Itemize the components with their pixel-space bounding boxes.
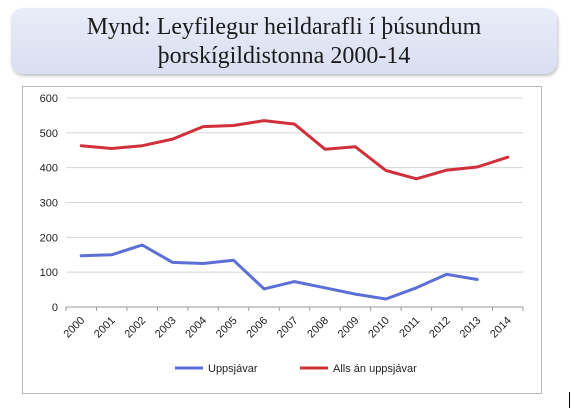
x-tick-label-2014: 2014 xyxy=(488,315,514,341)
y-tick-label-500: 500 xyxy=(40,128,58,140)
chart-frame: 0 100 200 300 400 500 600 2000 2001 2002 2003 2004 2… xyxy=(22,86,542,394)
x-tick-label-2013: 2013 xyxy=(458,315,484,341)
x-tick-label-2000: 2000 xyxy=(62,315,88,341)
x-tick-label-2010: 2010 xyxy=(366,315,392,341)
y-tick-label-100: 100 xyxy=(40,267,58,279)
x-tick-label-2003: 2003 xyxy=(153,315,179,341)
series-line-1 xyxy=(79,119,510,181)
x-tick-label-2007: 2007 xyxy=(275,315,301,341)
x-tick-label-2006: 2006 xyxy=(244,315,270,341)
x-tick-label-2001: 2001 xyxy=(92,315,118,341)
x-tick-label-2012: 2012 xyxy=(427,315,453,341)
x-tick-label-2008: 2008 xyxy=(305,315,331,341)
legend-label-1: Alls án uppsjávar xyxy=(333,363,417,375)
y-tick-label-400: 400 xyxy=(40,163,58,175)
x-tick-label-2005: 2005 xyxy=(214,315,240,341)
y-tick-label-300: 300 xyxy=(40,198,58,210)
chart-title-line-2: þorskígildistonna 2000-14 xyxy=(157,43,411,69)
legend-label-0: Uppsjávar xyxy=(208,363,258,375)
y-tick-label-0: 0 xyxy=(52,302,58,314)
chart-title-line-1: Mynd: Leyfilegur heildarafli í þúsundum xyxy=(86,14,482,40)
y-tick-label-600: 600 xyxy=(40,93,58,105)
chart-title-box: Mynd: Leyfilegur heildarafli í þúsundum … xyxy=(11,8,557,74)
series-line-0 xyxy=(79,243,479,301)
x-tick-label-2011: 2011 xyxy=(397,315,422,340)
x-tick-label-2004: 2004 xyxy=(183,315,209,341)
x-tick-label-2009: 2009 xyxy=(336,315,362,341)
x-tick-label-2002: 2002 xyxy=(122,315,148,341)
y-tick-label-200: 200 xyxy=(40,232,58,244)
text-cursor xyxy=(569,392,570,408)
